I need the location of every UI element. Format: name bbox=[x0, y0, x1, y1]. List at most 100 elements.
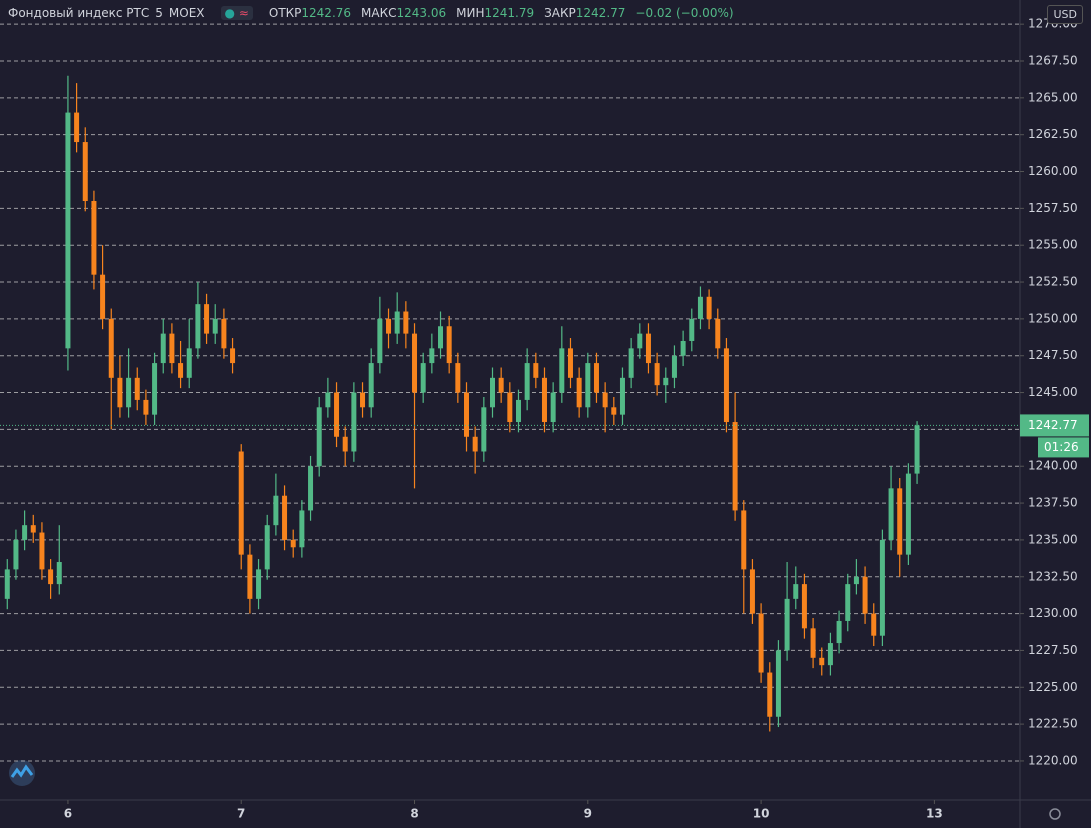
candle-body bbox=[602, 392, 608, 408]
candle-body bbox=[394, 311, 400, 334]
candle-body bbox=[438, 326, 444, 349]
y-tick-label: 1235.00 bbox=[1028, 532, 1078, 546]
candle-body bbox=[905, 473, 911, 555]
candle-body bbox=[819, 657, 825, 666]
candle-body bbox=[377, 318, 383, 364]
candle-body bbox=[342, 436, 348, 452]
candle-body bbox=[143, 399, 149, 415]
candle-body bbox=[524, 363, 530, 400]
candle-body bbox=[65, 112, 71, 349]
candle-body bbox=[100, 274, 106, 319]
candle-body bbox=[853, 576, 859, 585]
y-tick-label: 1265.00 bbox=[1028, 90, 1078, 104]
candle-body bbox=[4, 569, 10, 599]
y-tick-label: 1237.50 bbox=[1028, 496, 1078, 510]
candle-body bbox=[784, 598, 790, 651]
countdown-box bbox=[1038, 437, 1089, 458]
candle-body bbox=[567, 348, 573, 378]
candle-body bbox=[845, 584, 851, 621]
indicator-toggle[interactable]: ● ≈ bbox=[220, 6, 253, 20]
candle-body bbox=[247, 554, 253, 599]
candle-body bbox=[654, 363, 660, 386]
candle-body bbox=[862, 576, 868, 614]
y-tick-label: 1255.00 bbox=[1028, 238, 1078, 252]
open-value: 1242.76 bbox=[301, 6, 352, 20]
open-label: ОТКР bbox=[268, 6, 302, 20]
candle-body bbox=[351, 392, 357, 452]
last-price-label: 1242.77 bbox=[1028, 418, 1078, 432]
candle-body bbox=[767, 672, 773, 717]
candle-body bbox=[195, 304, 201, 349]
low-value: 1241.79 bbox=[484, 6, 535, 20]
y-tick-label: 1250.00 bbox=[1028, 311, 1078, 325]
candle-body bbox=[775, 650, 781, 717]
candle-body bbox=[464, 392, 470, 437]
y-tick-label: 1247.50 bbox=[1028, 348, 1078, 362]
candle-body bbox=[169, 333, 175, 364]
candle-body bbox=[420, 363, 426, 393]
candle-body bbox=[82, 142, 88, 201]
candle-body bbox=[879, 539, 885, 636]
candle-body bbox=[619, 377, 625, 415]
candle-body bbox=[489, 377, 495, 408]
candle-body bbox=[637, 333, 643, 349]
x-tick-label: 8 bbox=[410, 807, 418, 821]
exchange: MOEX bbox=[168, 6, 205, 20]
y-tick-label: 1220.00 bbox=[1028, 753, 1078, 767]
candle-body bbox=[299, 510, 305, 548]
candle-body bbox=[758, 613, 764, 673]
currency-button[interactable]: USD bbox=[1047, 5, 1083, 24]
candle-body bbox=[316, 407, 322, 467]
candle-body bbox=[498, 377, 504, 393]
y-tick-label: 1222.50 bbox=[1028, 717, 1078, 731]
candle-body bbox=[186, 348, 192, 378]
x-tick-label: 7 bbox=[237, 807, 245, 821]
close-value: 1242.77 bbox=[575, 6, 626, 20]
candle-body bbox=[732, 422, 738, 511]
candle-body bbox=[360, 392, 366, 408]
candle-body bbox=[897, 488, 903, 555]
candle-body bbox=[576, 377, 582, 408]
candle-body bbox=[749, 569, 755, 614]
candle-body bbox=[30, 525, 36, 533]
logo bbox=[9, 760, 35, 786]
candle-body bbox=[481, 407, 487, 452]
candle-body bbox=[446, 326, 452, 364]
candle-body bbox=[689, 318, 695, 341]
candle-body bbox=[715, 318, 721, 349]
y-tick-label: 1262.50 bbox=[1028, 127, 1078, 141]
candle-body bbox=[238, 451, 244, 555]
candle-body bbox=[810, 628, 816, 658]
candle-body bbox=[230, 348, 236, 364]
candle-body bbox=[48, 569, 54, 585]
candle-body bbox=[871, 613, 877, 636]
candle-body bbox=[706, 296, 712, 319]
last-price-box bbox=[1020, 414, 1089, 437]
x-tick-label: 6 bbox=[64, 807, 72, 821]
candle-body bbox=[585, 363, 591, 408]
candle-body bbox=[559, 348, 565, 393]
candle-body bbox=[91, 200, 97, 275]
settings-icon[interactable] bbox=[1049, 808, 1061, 820]
legend: Фондовый индекс РТС 5 MOEX ● ≈ ОТКР 1242.… bbox=[8, 6, 738, 20]
y-tick-label: 1227.50 bbox=[1028, 643, 1078, 657]
y-tick-label: 1240.00 bbox=[1028, 459, 1078, 473]
candle-body bbox=[39, 532, 45, 570]
candle-body bbox=[204, 304, 210, 334]
candle-body bbox=[256, 569, 262, 599]
candle-body bbox=[74, 112, 80, 143]
candle-body bbox=[741, 510, 747, 570]
candle-body bbox=[334, 392, 340, 437]
candle-body bbox=[56, 562, 62, 585]
change: −0.02 (−0.00%) bbox=[635, 6, 734, 20]
close-label: ЗАКР bbox=[544, 6, 576, 20]
candle-body bbox=[628, 348, 634, 378]
candle-body bbox=[793, 584, 799, 599]
candle-body bbox=[212, 318, 218, 334]
interval: 5 bbox=[155, 6, 163, 20]
candle-body bbox=[325, 392, 331, 408]
candle-body bbox=[541, 377, 547, 423]
candle-body bbox=[429, 348, 435, 364]
